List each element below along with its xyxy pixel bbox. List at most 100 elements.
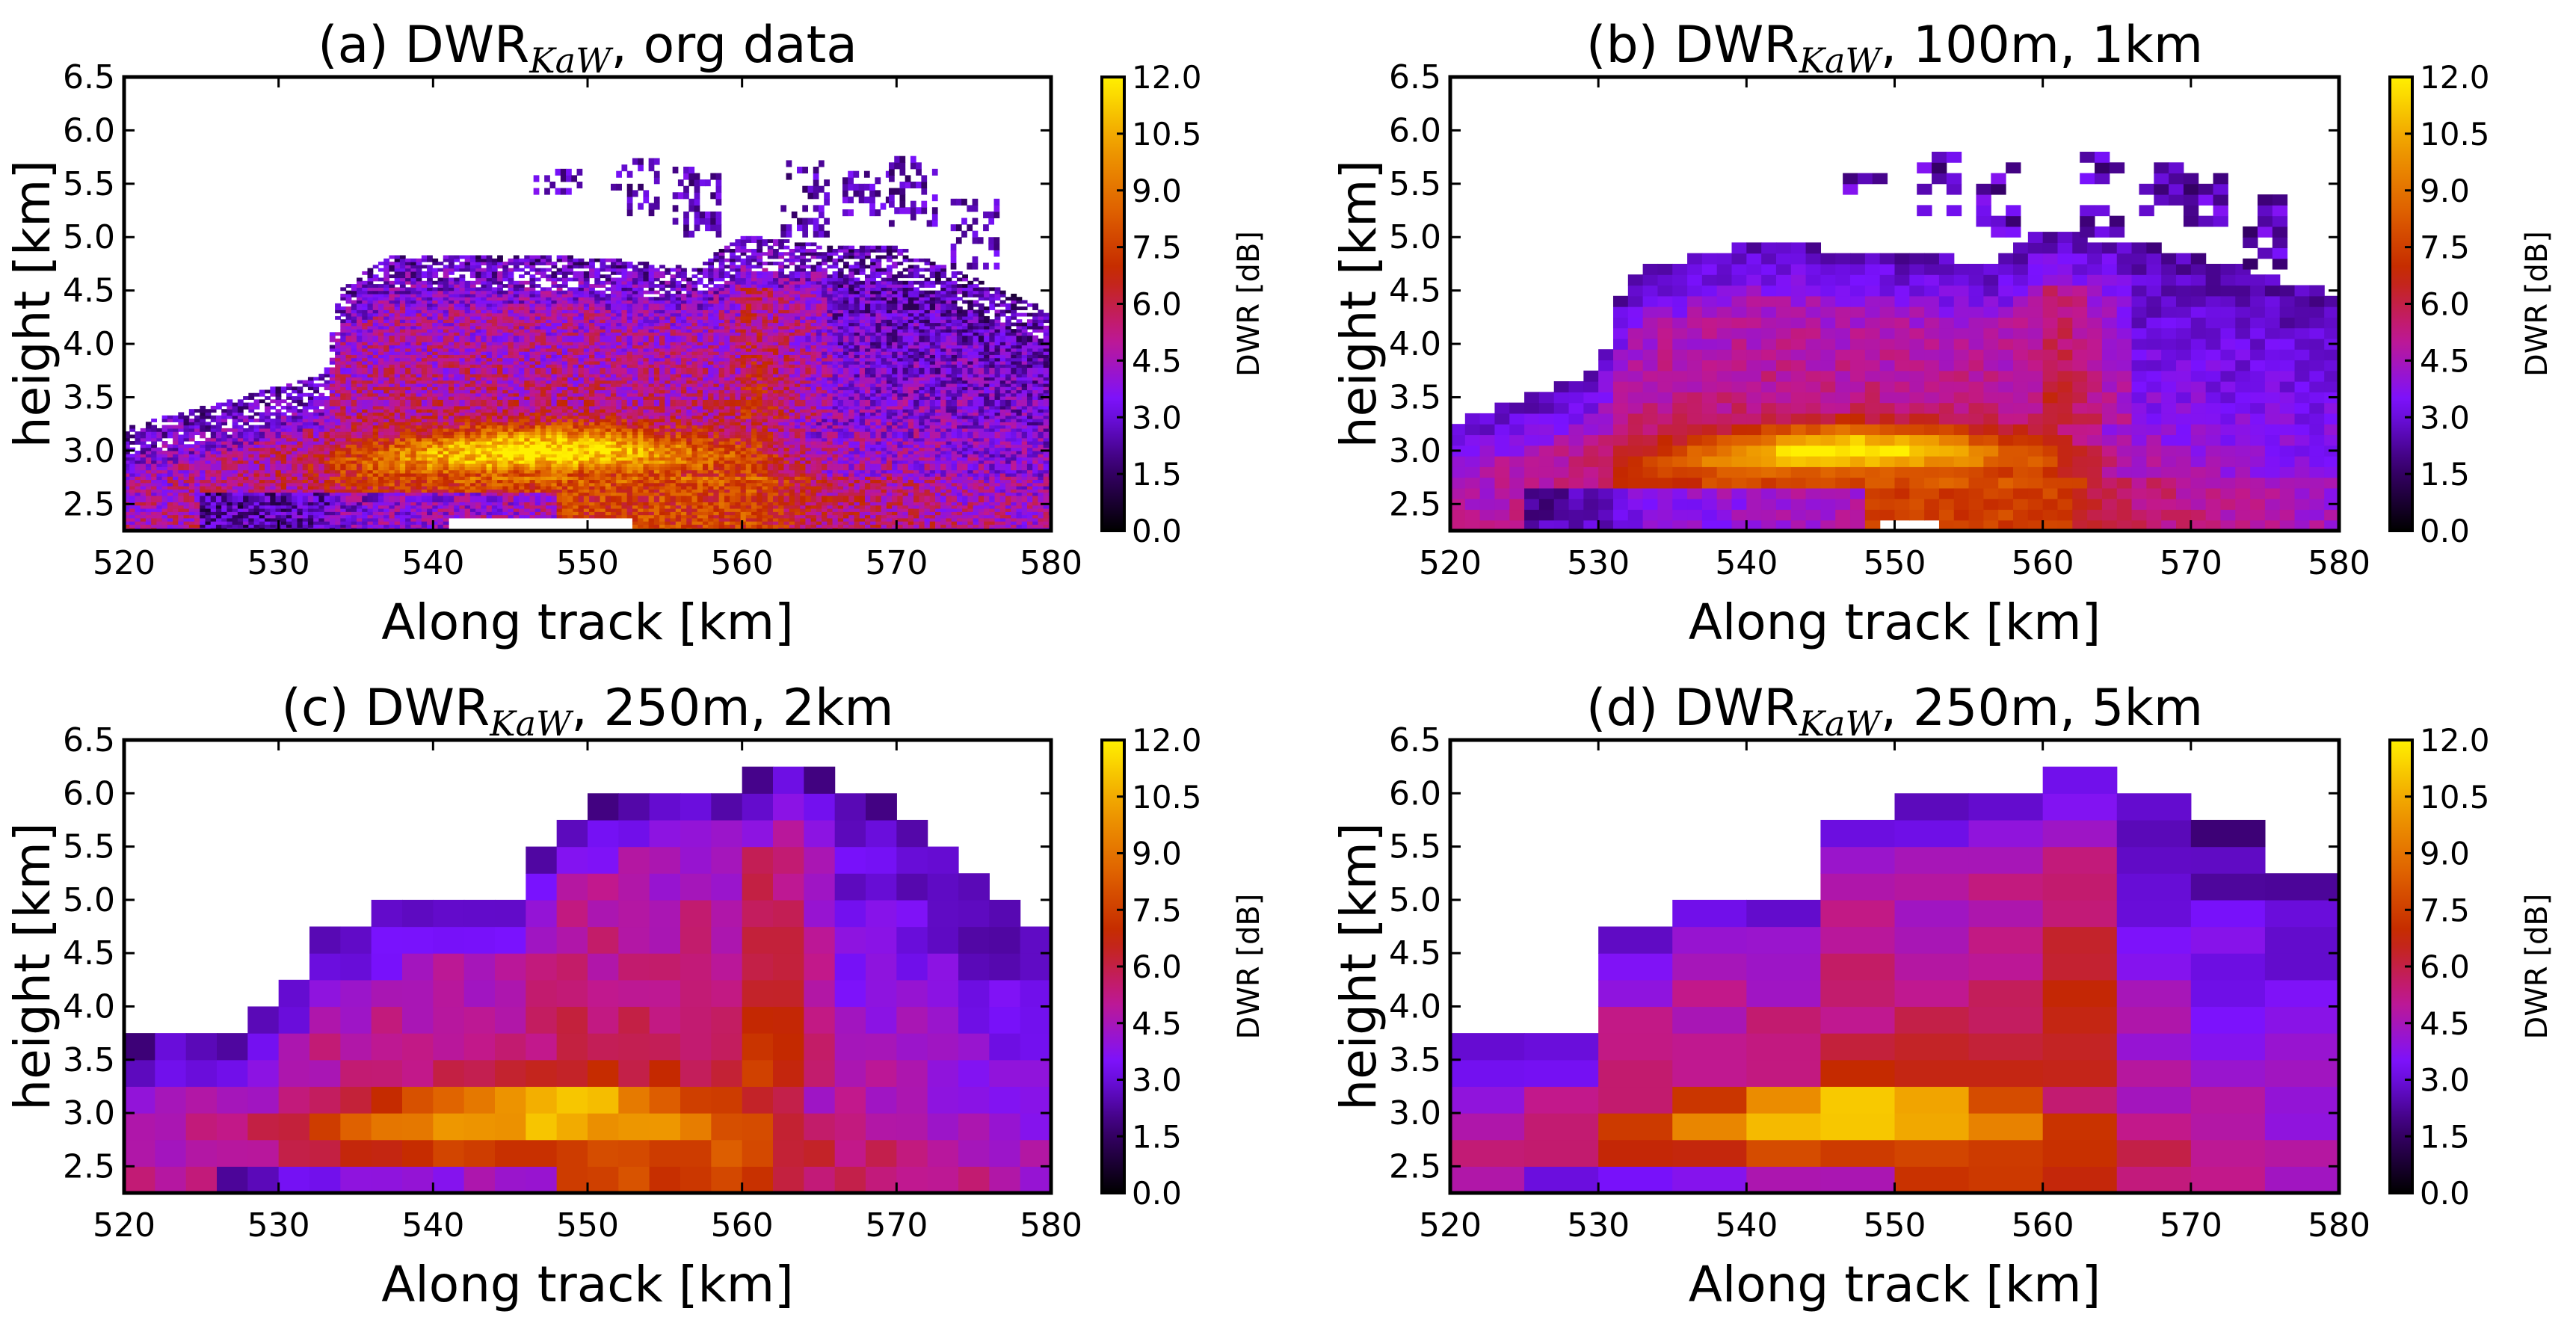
y-axis-label: height [km] <box>1330 160 1387 448</box>
y-tick-label: 4.5 <box>1389 272 1441 310</box>
colorbar-tick-label: 9.0 <box>2420 173 2470 209</box>
x-tick-label: 580 <box>2308 544 2370 582</box>
colorbar-tick-label: 12.0 <box>2420 59 2490 96</box>
y-tick-label: 6.5 <box>1389 721 1441 759</box>
colorbar-tick-label: 9.0 <box>1132 836 1182 872</box>
colorbar-tick-label: 7.5 <box>1132 229 1182 266</box>
x-tick-label: 530 <box>1567 1206 1630 1245</box>
y-axis-label: height [km] <box>4 160 61 448</box>
y-tick-label: 5.0 <box>1389 218 1441 256</box>
x-axis-label: Along track [km] <box>381 1256 794 1313</box>
x-tick-label: 540 <box>401 544 464 582</box>
x-tick-label: 530 <box>247 544 310 582</box>
panel-title-subscript: KaW <box>1799 40 1884 81</box>
colorbar-tick-label: 4.5 <box>2420 342 2470 379</box>
x-tick-label: 540 <box>1715 1206 1778 1245</box>
y-tick-label: 5.0 <box>1389 881 1441 919</box>
colorbar-tick-label: 7.5 <box>2420 892 2470 928</box>
colorbar-label: DWR [dB] <box>2520 231 2554 377</box>
y-tick-label: 6.5 <box>1389 58 1441 96</box>
y-tick-label: 4.0 <box>1389 987 1441 1026</box>
x-tick-label: 570 <box>2160 544 2222 582</box>
heatmap-cells <box>1450 151 2339 531</box>
panel-title: (c) DWRKaW, 250m, 2km <box>281 679 893 744</box>
y-tick-label: 5.5 <box>63 828 115 866</box>
colorbar-tick-label: 4.5 <box>1132 1005 1182 1042</box>
colorbar-tick-label: 10.5 <box>2420 779 2490 815</box>
y-tick-label: 2.5 <box>63 485 115 523</box>
y-tick-label: 4.0 <box>1389 325 1441 363</box>
colorbar-tick-label: 9.0 <box>2420 836 2470 872</box>
x-tick-label: 580 <box>2308 1206 2370 1245</box>
colorbar-tick-label: 0.0 <box>1132 513 1182 549</box>
x-tick-label: 550 <box>1864 544 1926 582</box>
x-tick-label: 520 <box>1419 544 1482 582</box>
panel-title-suffix: , 250m, 5km <box>1881 679 2203 738</box>
panel-c: 520 530 540 550 560 570 580 2.5 3.0 3.5 4.0 4.5 5.0 5… <box>4 679 1266 1313</box>
colorbar-tick-label: 6.0 <box>1132 286 1182 323</box>
colorbar-tick-label: 0.0 <box>1132 1175 1182 1212</box>
colorbar-tick-label: 3.0 <box>2420 1062 2470 1099</box>
y-tick-label: 3.5 <box>63 378 115 416</box>
panel-title-suffix: , 100m, 1km <box>1881 16 2203 75</box>
colorbar-tick-label: 4.5 <box>1132 342 1182 379</box>
panel-title-subscript: KaW <box>489 703 574 744</box>
panel-title: (d) DWRKaW, 250m, 5km <box>1586 679 2203 744</box>
colorbar-tick-label: 4.5 <box>2420 1005 2470 1042</box>
x-tick-label: 540 <box>1715 544 1778 582</box>
x-tick-label: 580 <box>1020 544 1082 582</box>
colorbar-tick-label: 1.5 <box>2420 456 2470 493</box>
y-tick-label: 4.5 <box>1389 934 1441 972</box>
y-tick-label: 6.0 <box>63 111 115 149</box>
colorbar-label: DWR [dB] <box>2520 894 2554 1040</box>
colorbar-tick-label: 12.0 <box>1132 59 1202 96</box>
colorbar-tick-label: 6.0 <box>1132 949 1182 985</box>
x-tick-label: 520 <box>1419 1206 1482 1245</box>
colorbar-tick-label: 7.5 <box>1132 892 1182 928</box>
panel-title-main: (b) DWR <box>1586 16 1799 75</box>
colorbar-tick-label: 1.5 <box>2420 1118 2470 1155</box>
x-tick-label: 570 <box>865 1206 928 1245</box>
x-tick-label: 550 <box>1864 1206 1926 1245</box>
colorbar-tick-label: 0.0 <box>2420 1175 2470 1212</box>
y-tick-label: 6.5 <box>63 58 115 96</box>
colorbar-tick-label: 3.0 <box>2420 399 2470 436</box>
x-tick-label: 530 <box>247 1206 310 1245</box>
y-tick-label: 3.5 <box>1389 378 1441 416</box>
x-tick-label: 550 <box>556 1206 619 1245</box>
panel-title-main: (a) DWR <box>318 16 529 75</box>
colorbar-label: DWR [dB] <box>1232 894 1266 1040</box>
colorbar-tick-label: 1.5 <box>1132 456 1182 493</box>
y-tick-label: 3.0 <box>63 432 115 470</box>
colorbar-tick-label: 1.5 <box>1132 1118 1182 1155</box>
panel-a: 520 530 540 550 560 570 580 2.5 3.0 3.5 4.0 4.5 5.0 5… <box>4 16 1266 651</box>
colorbar-tick-label: 10.5 <box>2420 116 2490 152</box>
y-tick-label: 5.0 <box>63 218 115 256</box>
panel-title-subscript: KaW <box>529 40 614 81</box>
colorbar-tick-label: 6.0 <box>2420 286 2470 323</box>
colorbar-tick-label: 10.5 <box>1132 116 1202 152</box>
y-tick-label: 3.5 <box>1389 1041 1441 1079</box>
y-tick-label: 4.5 <box>63 934 115 972</box>
panel-title-main: (c) DWR <box>281 679 490 738</box>
y-tick-label: 6.0 <box>1389 774 1441 812</box>
panel-title-subscript: KaW <box>1799 703 1884 744</box>
x-axis-label: Along track [km] <box>1689 1256 2101 1313</box>
colorbar-tick-label: 0.0 <box>2420 513 2470 549</box>
y-axis-label: height [km] <box>1330 822 1387 1110</box>
x-tick-label: 560 <box>2012 1206 2074 1245</box>
colorbar-label: DWR [dB] <box>1232 231 1266 377</box>
colorbar-tick-label: 6.0 <box>2420 949 2470 985</box>
heatmap-cells <box>124 155 1051 531</box>
y-tick-label: 6.0 <box>63 774 115 812</box>
panel-title: (a) DWRKaW, org data <box>318 16 857 81</box>
y-tick-label: 4.0 <box>63 987 115 1026</box>
x-tick-label: 570 <box>2160 1206 2222 1245</box>
colorbar-tick-label: 3.0 <box>1132 1062 1182 1099</box>
y-tick-label: 2.5 <box>1389 1147 1441 1185</box>
y-tick-label: 5.5 <box>1389 165 1441 203</box>
x-tick-label: 560 <box>711 544 774 582</box>
y-tick-label: 6.5 <box>63 721 115 759</box>
y-tick-label: 6.0 <box>1389 111 1441 149</box>
colorbar-tick-label: 3.0 <box>1132 399 1182 436</box>
